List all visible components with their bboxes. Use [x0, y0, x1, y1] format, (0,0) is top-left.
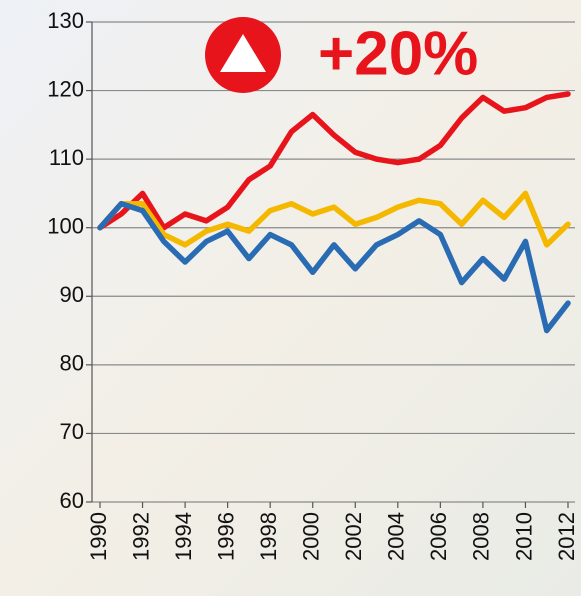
y-tick-label: 90	[60, 282, 84, 307]
y-tick-label: 100	[47, 214, 84, 239]
up-arrow	[220, 34, 266, 72]
x-tick-label: 1998	[256, 512, 281, 561]
y-tick-label: 130	[47, 8, 84, 33]
x-tick-label: 1990	[86, 512, 111, 561]
series-line	[97, 200, 571, 334]
x-tick-label: 2006	[426, 512, 451, 561]
x-tick-label: 2012	[554, 512, 579, 561]
y-tick-label: 110	[49, 145, 84, 170]
x-tick-label: 2002	[341, 512, 366, 561]
x-tick-label: 1994	[171, 512, 196, 561]
series-line	[97, 190, 571, 248]
y-tick-label: 80	[60, 351, 84, 376]
series-line	[97, 91, 571, 231]
x-tick-label: 1992	[128, 512, 153, 561]
y-tick-label: 70	[60, 419, 84, 444]
x-tick-label: 2008	[469, 512, 494, 561]
x-tick-label: 2000	[299, 512, 324, 561]
x-tick-label: 2010	[511, 512, 536, 561]
y-tick-label: 60	[60, 488, 84, 513]
x-tick-label: 1996	[213, 512, 238, 561]
x-tick-label: 2004	[384, 512, 409, 561]
lines	[97, 91, 571, 334]
annotation-group: +20%	[205, 17, 478, 93]
grid: 60 70 80 90 100 110 120 130 1990 1992 1994 1996 1998…	[47, 8, 579, 561]
annotation: +20%	[318, 19, 478, 88]
y-tick-label: 120	[47, 76, 84, 101]
